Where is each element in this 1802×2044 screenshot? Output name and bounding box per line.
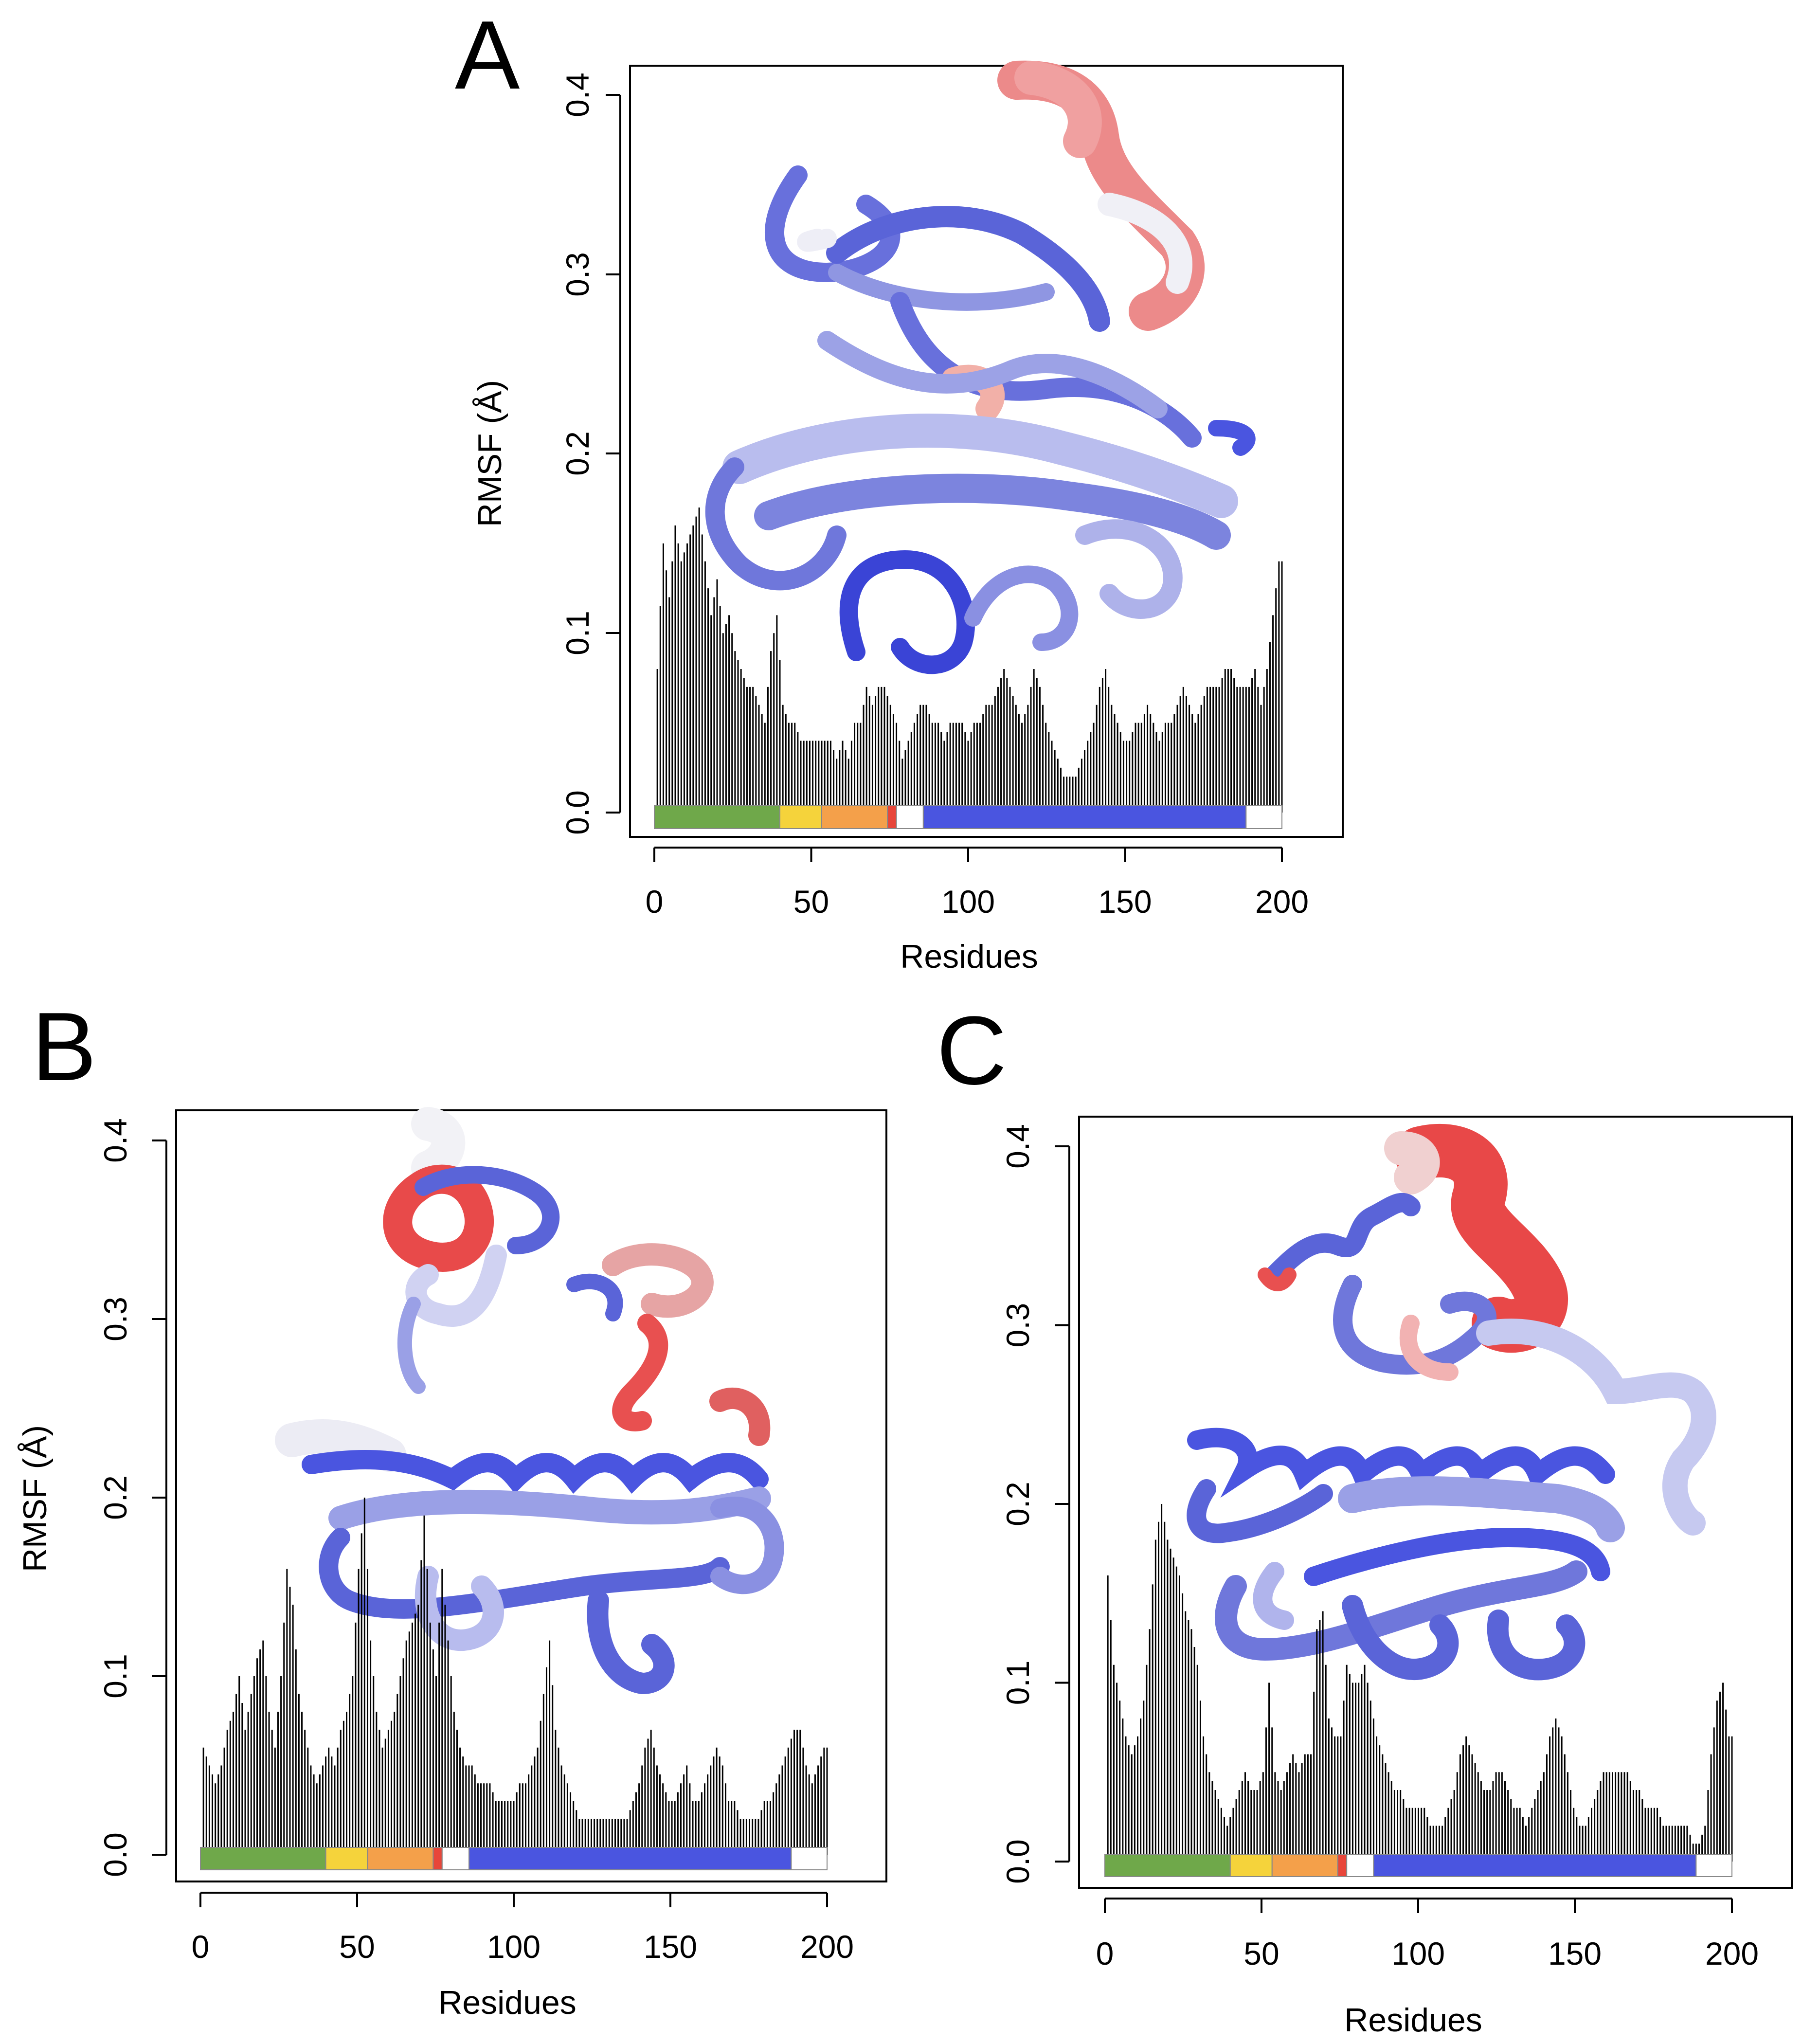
panel-c-protein-structure <box>1187 1123 1716 1681</box>
panel-c-y-axis: 0.0 0.1 0.2 0.3 0.4 <box>1000 1124 1070 1884</box>
panel-a-domain-segment-red <box>887 805 897 829</box>
panel-c-domain-segment-yellow <box>1229 1854 1273 1877</box>
panel-a-xtick-label-0: 0 <box>646 884 664 920</box>
panel-a-ytick-label-3: 0.3 <box>559 252 595 297</box>
panel-c-ytick-label-3: 0.3 <box>1000 1303 1036 1348</box>
panel-a-domain-segment-orange <box>821 805 888 829</box>
panel-a-domain-segment-white <box>1245 805 1282 829</box>
panel-a-y-axis-label: RMSF (Å) <box>471 380 508 527</box>
panel-c-xtick-label-2: 100 <box>1391 1935 1445 1972</box>
panel-a-domain-segment-blue <box>922 805 1247 829</box>
panel-b-x-axis-label: Residues <box>438 1984 577 2021</box>
panel-b-domain-segment-red <box>432 1847 443 1870</box>
panel-a-xtick-label-2: 100 <box>941 884 995 920</box>
panel-b-xtick-label-3: 150 <box>644 1929 697 1965</box>
panel-b-y-axis: 0.0 0.1 0.2 0.3 0.4 RMSF (Å) <box>17 1118 167 1877</box>
panel-b-xtick-label-4: 200 <box>800 1929 854 1965</box>
panel-b-xtick-label-2: 100 <box>487 1929 541 1965</box>
panel-c-ytick-label-4: 0.4 <box>1000 1124 1036 1169</box>
panel-a-protein-structure <box>705 60 1256 674</box>
panel-b-plot-frame <box>175 1109 887 1882</box>
panel-c-domain-segment-orange <box>1271 1854 1338 1877</box>
panel-b-domain-segment-white <box>441 1847 469 1870</box>
panel-b-ytick-label-3: 0.3 <box>97 1297 133 1341</box>
panel-a: A 0 <box>455 1 1344 975</box>
panel-b-y-axis-label: RMSF (Å) <box>17 1425 54 1572</box>
panel-c-domain-segment-green <box>1104 1854 1231 1877</box>
panel-b-letter: B <box>32 993 96 1101</box>
panel-c-xtick-label-3: 150 <box>1548 1935 1602 1972</box>
panel-c-xtick-label-1: 50 <box>1243 1935 1279 1972</box>
panel-a-x-axis: 0 50 100 150 200 Residues <box>646 847 1309 975</box>
panel-a-x-axis-label: Residues <box>900 938 1038 975</box>
panel-a-domain-segment-green <box>654 805 780 829</box>
panel-b-domain-segment-yellow <box>325 1847 368 1870</box>
panel-b-domain-segment-orange <box>367 1847 434 1870</box>
panel-c-letter: C <box>937 996 1007 1105</box>
panel-a-ytick-label-4: 0.4 <box>559 72 595 117</box>
panel-a-ytick-label-0: 0.0 <box>559 790 595 835</box>
panel-c-plot-frame <box>1078 1116 1793 1889</box>
panel-a-xtick-label-3: 150 <box>1098 884 1152 920</box>
panel-a-ytick-label-2: 0.2 <box>559 431 595 476</box>
panel-c-domain-segment-white <box>1346 1854 1374 1877</box>
panel-c-xtick-label-0: 0 <box>1096 1935 1114 1972</box>
panel-a-domain-segment-white <box>896 805 924 829</box>
panel-a-domain-bar <box>654 805 1282 829</box>
panel-b-ytick-label-0: 0.0 <box>97 1832 133 1877</box>
panel-c-rmsf-bars <box>1107 1504 1733 1862</box>
panel-c-domain-segment-white <box>1695 1854 1732 1877</box>
panel-c-domain-segment-blue <box>1373 1854 1697 1877</box>
panel-a-rmsf-bars <box>656 507 1283 813</box>
panel-c-ytick-label-1: 0.1 <box>1000 1661 1036 1705</box>
panel-a-letter: A <box>455 1 520 109</box>
panel-c-domain-segment-red <box>1337 1854 1348 1877</box>
panel-b-ytick-label-4: 0.4 <box>97 1118 133 1163</box>
panel-b-rmsf-bars <box>202 1498 828 1855</box>
panel-a-y-axis: 0.0 0.1 0.2 0.3 0.4 RMSF (Å) <box>471 72 621 835</box>
panel-a-xtick-label-4: 200 <box>1255 884 1309 920</box>
panel-a-xtick-label-1: 50 <box>793 884 829 920</box>
panel-c-ytick-label-0: 0.0 <box>1000 1839 1036 1884</box>
panel-c: C 0.0 0.1 <box>937 996 1793 2039</box>
panel-b-domain-segment-white <box>791 1847 828 1870</box>
panel-b-ytick-label-2: 0.2 <box>97 1475 133 1520</box>
panel-b-x-axis: 0 50 100 150 200 Residues <box>192 1892 854 2021</box>
panel-b-protein-structure <box>275 1107 784 1695</box>
panel-c-ytick-label-2: 0.2 <box>1000 1482 1036 1526</box>
panel-b-domain-bar <box>200 1847 828 1870</box>
panel-b-domain-segment-blue <box>469 1847 792 1870</box>
panel-b-domain-segment-green <box>200 1847 326 1870</box>
panel-c-xtick-label-4: 200 <box>1705 1935 1759 1972</box>
panel-c-x-axis: 0 50 100 150 200 Residues <box>1096 1898 1759 2039</box>
panel-c-domain-bar <box>1104 1854 1732 1877</box>
panel-b: B 0.0 <box>17 993 887 2021</box>
panel-b-xtick-label-1: 50 <box>339 1929 375 1965</box>
panel-c-x-axis-label: Residues <box>1344 2002 1482 2039</box>
panel-a-ytick-label-1: 0.1 <box>559 611 595 655</box>
panel-a-plot-frame <box>629 65 1344 838</box>
panel-a-domain-segment-yellow <box>779 805 822 829</box>
panel-b-xtick-label-0: 0 <box>192 1929 210 1965</box>
panel-b-ytick-label-1: 0.1 <box>97 1654 133 1699</box>
